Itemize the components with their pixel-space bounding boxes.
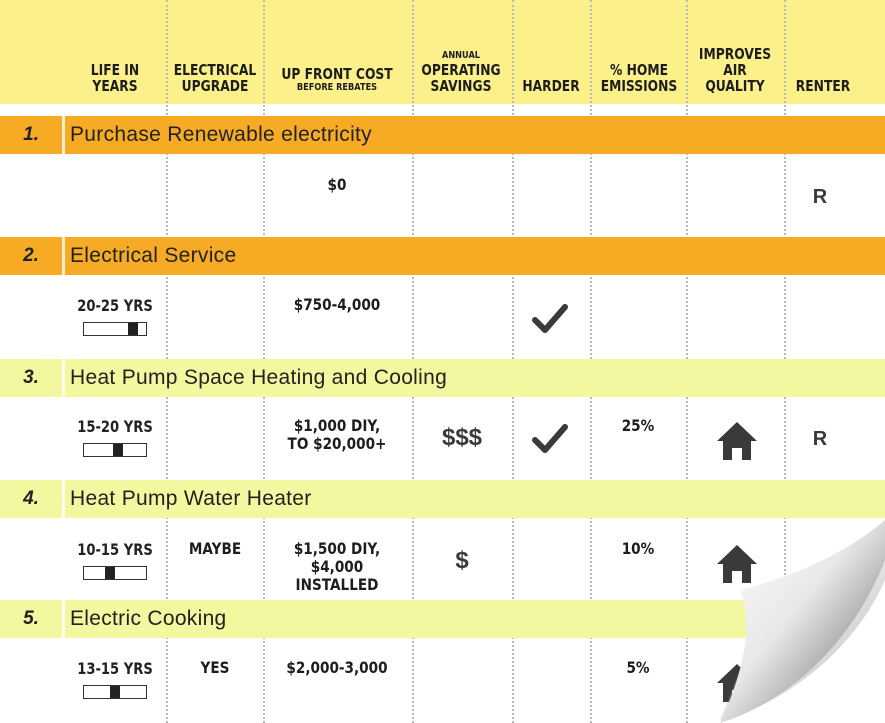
row-5-life: 13-15 YRS (65, 659, 165, 699)
row-3-savings: $$$ (441, 424, 483, 451)
row-4-savings: $ (455, 547, 469, 574)
row-title: Electrical Service (70, 244, 237, 267)
row-4-electrical: MAYBE (188, 539, 242, 558)
row-number: 2. (23, 245, 39, 266)
row-3-renter: R (812, 428, 828, 450)
lifespan-gauge (83, 685, 147, 699)
row-title: Purchase Renewable electricity (70, 123, 372, 146)
lifespan-gauge (83, 322, 147, 336)
row-4-emissions: 10% (621, 539, 655, 558)
row-1-header: 1. Purchase Renewable electricity (0, 116, 885, 154)
check-icon (532, 302, 568, 336)
lifespan-gauge (83, 566, 147, 580)
check-icon (532, 422, 568, 456)
row-5-emissions: 5% (626, 658, 650, 677)
row-5-electrical: YES (200, 658, 230, 677)
row-4-life: 10-15 YRS (65, 540, 165, 580)
row-1-cost: $0 (327, 175, 347, 194)
header-cost: UP FRONT COST BEFORE REBATES (281, 65, 393, 93)
row-title: Heat Pump Water Heater (70, 487, 312, 510)
row-2-header: 2. Electrical Service (0, 237, 885, 275)
row-3-cost: $1,000 DIY, TO $20,000+ (287, 416, 387, 453)
row-title: Electric Cooking (70, 607, 227, 630)
row-3-header: 3. Heat Pump Space Heating and Cooling (0, 359, 885, 397)
row-4-header: 4. Heat Pump Water Heater (0, 480, 885, 518)
house-icon (715, 420, 759, 462)
row-number: 3. (23, 367, 39, 388)
header-air-quality: IMPROVES AIR QUALITY (698, 45, 772, 95)
row-4-cost: $1,500 DIY, $4,000 INSTALLED (293, 539, 381, 594)
page-curl-icon[interactable] (700, 520, 885, 723)
row-2-life: 20-25 YRS (65, 296, 165, 336)
header-harder: HARDER (522, 77, 580, 95)
header-savings: ANNUAL OPERATING SAVINGS (421, 50, 501, 95)
row-number: 5. (23, 608, 39, 629)
table-header (0, 0, 885, 104)
header-emissions: % HOME EMISSIONS (600, 61, 678, 95)
row-5-header: 5. Electric Cooking (0, 600, 885, 638)
lifespan-gauge (83, 443, 147, 457)
house-icon (715, 543, 759, 585)
row-number: 1. (23, 124, 39, 145)
row-5-cost: $2,000-3,000 (286, 658, 388, 677)
header-renter: RENTER (795, 77, 851, 95)
header-electrical: ELECTRICAL UPGRADE (173, 61, 257, 95)
row-2-cost: $750-4,000 (293, 295, 381, 314)
row-title: Heat Pump Space Heating and Cooling (70, 366, 448, 389)
header-life: LIFE IN YEARS (90, 61, 140, 95)
row-1-renter: R (812, 186, 828, 208)
row-3-life: 15-20 YRS (65, 417, 165, 457)
row-number: 4. (23, 488, 39, 509)
row-3-emissions: 25% (621, 416, 655, 435)
